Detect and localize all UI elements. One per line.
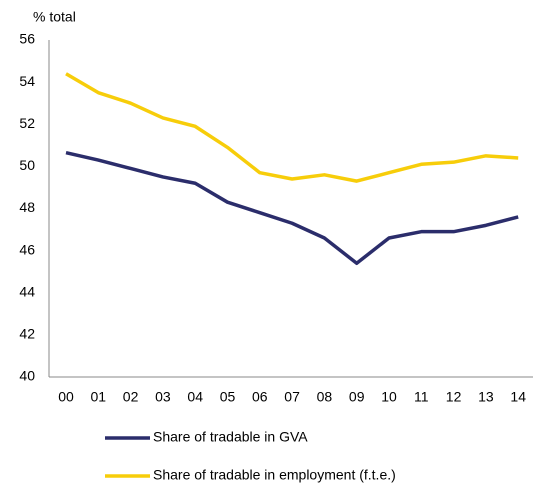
series-line: [65, 150, 519, 266]
series-line: [65, 72, 519, 183]
y-tick-label: 46: [19, 241, 35, 257]
y-tick-label: 42: [19, 326, 35, 342]
y-axis-label: % total: [33, 9, 76, 25]
y-tick-label: 52: [19, 115, 35, 131]
x-tick-label: 14: [510, 389, 526, 405]
y-tick-label: 44: [19, 283, 35, 299]
x-tick-label: 01: [91, 389, 107, 405]
x-tick-label: 05: [220, 389, 236, 405]
x-tick-label: 06: [252, 389, 268, 405]
x-tick-label: 08: [317, 389, 333, 405]
x-tick-label: 02: [123, 389, 139, 405]
y-tick-label: 40: [19, 368, 35, 384]
x-tick-label: 11: [414, 389, 429, 405]
x-tick-label: 00: [58, 389, 74, 405]
x-tick-label: 07: [284, 389, 300, 405]
x-tick-label: 04: [187, 389, 203, 405]
y-tick-label: 50: [19, 157, 35, 173]
x-tick-label: 10: [381, 389, 397, 405]
x-tick-label: 03: [155, 389, 171, 405]
x-tick-label: 09: [349, 389, 365, 405]
y-tick-label: 54: [19, 73, 35, 89]
x-tick-label: 12: [446, 389, 462, 405]
legend-label: Share of tradable in employment (f.t.e.): [153, 467, 396, 483]
y-tick-label: 56: [19, 31, 35, 47]
legend-label: Share of tradable in GVA: [153, 429, 308, 445]
x-tick-label: 13: [478, 389, 494, 405]
y-tick-label: 48: [19, 199, 35, 215]
